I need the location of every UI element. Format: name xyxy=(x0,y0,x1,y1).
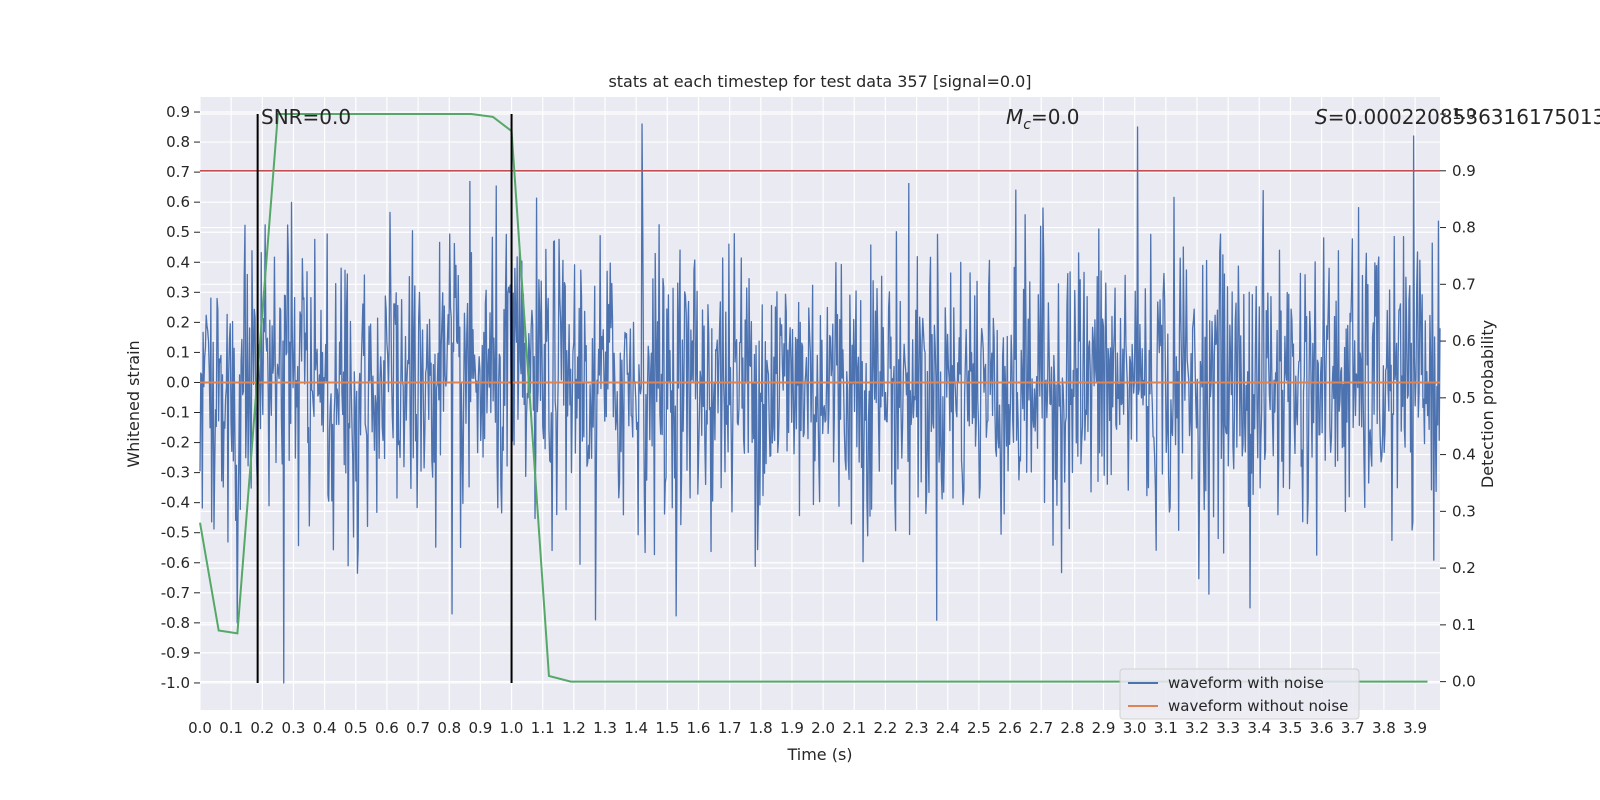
x-tick-label: 3.3 xyxy=(1216,719,1240,737)
x-tick-label: 2.3 xyxy=(905,719,929,737)
mc-value: =0.0 xyxy=(1031,105,1080,129)
y-tick-label: 0.2 xyxy=(166,313,190,331)
y-tick-label: -0.1 xyxy=(161,404,190,422)
y-tick-label: 0.1 xyxy=(166,343,190,361)
x-tick-label: 1.5 xyxy=(655,719,679,737)
legend-label-clean: waveform without noise xyxy=(1168,697,1348,715)
x-tick-label: 1.2 xyxy=(562,719,586,737)
x-tick-label: 0.2 xyxy=(250,719,274,737)
x-tick-label: 2.9 xyxy=(1092,719,1116,737)
x-tick-label: 2.6 xyxy=(998,719,1022,737)
y-tick-label: 0.3 xyxy=(166,283,190,301)
x-tick-label: 3.4 xyxy=(1247,719,1271,737)
y2-tick-label: 1.0 xyxy=(1452,105,1476,123)
x-tick-label: 0.5 xyxy=(344,719,368,737)
mc-subscript: c xyxy=(1023,117,1031,133)
series-waveform-with-noise xyxy=(199,123,1441,684)
x-axis-label: Time (s) xyxy=(786,745,852,764)
legend-label-noise: waveform with noise xyxy=(1168,674,1324,692)
x-axis-ticks: 0.0 0.1 0.2 0.3 0.4 0.5 0.6 0.7 0.8 0.9 1.0 1.1 1.2 1… xyxy=(188,719,1427,737)
x-tick-label: 3.6 xyxy=(1310,719,1334,737)
x-tick-label: 0.8 xyxy=(437,719,461,737)
y2-axis-label: Detection probability xyxy=(1478,320,1497,488)
s-symbol: S xyxy=(1315,105,1328,129)
snr-annotation: SNR=0.0 xyxy=(261,105,351,129)
y-tick-label: -0.7 xyxy=(161,584,190,602)
y-tick-label: 0.0 xyxy=(166,373,190,391)
x-tick-label: 1.8 xyxy=(749,719,773,737)
y2-tick-label: 0.4 xyxy=(1452,446,1476,464)
y2-axis-ticks: 1.0 0.9 0.8 0.7 0.6 0.5 0.4 0.3 0.2 0.1 0.0 xyxy=(1440,105,1476,691)
y2-tick-label: 0.9 xyxy=(1452,162,1476,180)
x-tick-label: 0.7 xyxy=(406,719,430,737)
x-tick-label: 1.0 xyxy=(500,719,524,737)
y-tick-label: -0.5 xyxy=(161,524,190,542)
series-detection-probability xyxy=(199,113,1428,683)
x-tick-label: 2.5 xyxy=(967,719,991,737)
y-tick-label: 0.4 xyxy=(166,253,190,271)
x-tick-label: 3.8 xyxy=(1372,719,1396,737)
x-tick-label: 0.1 xyxy=(219,719,243,737)
y-tick-label: -0.3 xyxy=(161,464,190,482)
x-tick-label: 2.7 xyxy=(1029,719,1053,737)
x-tick-label: 1.1 xyxy=(531,719,555,737)
mc-annotation: Mc=0.0 xyxy=(1006,105,1080,133)
x-tick-label: 3.5 xyxy=(1279,719,1303,737)
x-tick-label: 0.9 xyxy=(468,719,492,737)
y-tick-label: 0.6 xyxy=(166,193,190,211)
y-tick-label: -0.2 xyxy=(161,434,190,452)
x-tick-label: 2.2 xyxy=(873,719,897,737)
y-tick-label: 0.9 xyxy=(166,103,190,121)
y-tick-label: -0.9 xyxy=(161,644,190,662)
y2-tick-label: 0.7 xyxy=(1452,275,1476,293)
plot-area xyxy=(199,113,1441,684)
y2-tick-label: 0.0 xyxy=(1452,673,1476,691)
x-tick-label: 1.9 xyxy=(780,719,804,737)
x-tick-label: 2.4 xyxy=(936,719,960,737)
y-tick-label: -0.6 xyxy=(161,554,190,572)
y-tick-label: 0.7 xyxy=(166,163,190,181)
y-tick-label: -0.8 xyxy=(161,614,190,632)
y-axis-ticks: 0.9 0.8 0.7 0.6 0.5 0.4 0.3 0.2 0.1 0.0 -0.1 -0.2 -0… xyxy=(161,103,200,692)
x-tick-label: 3.0 xyxy=(1123,719,1147,737)
x-tick-label: 3.7 xyxy=(1341,719,1365,737)
y2-tick-label: 0.3 xyxy=(1452,502,1476,520)
s-annotation: S=0.0002208536316175013 xyxy=(1315,105,1600,129)
x-tick-label: 1.3 xyxy=(593,719,617,737)
x-tick-label: 1.4 xyxy=(624,719,648,737)
y-tick-label: -1.0 xyxy=(161,674,190,692)
x-tick-label: 0.4 xyxy=(313,719,337,737)
x-tick-label: 2.0 xyxy=(811,719,835,737)
x-tick-label: 1.6 xyxy=(687,719,711,737)
mc-symbol: M xyxy=(1006,105,1023,129)
y-tick-label: 0.5 xyxy=(166,223,190,241)
y2-tick-label: 0.2 xyxy=(1452,559,1476,577)
legend: waveform with noise waveform without noi… xyxy=(1119,668,1360,720)
x-tick-label: 0.6 xyxy=(375,719,399,737)
y-tick-label: -0.4 xyxy=(161,494,190,512)
y2-tick-label: 0.8 xyxy=(1452,219,1476,237)
y-axis-label: Whitened strain xyxy=(124,340,143,467)
x-tick-label: 0.3 xyxy=(282,719,306,737)
s-value: =0.0002208536316175013 xyxy=(1328,105,1600,129)
y2-tick-label: 0.5 xyxy=(1452,389,1476,407)
chart-title: stats at each timestep for test data 357… xyxy=(608,72,1031,91)
x-tick-label: 3.1 xyxy=(1154,719,1178,737)
x-tick-label: 2.1 xyxy=(842,719,866,737)
legend-box xyxy=(1119,668,1360,720)
x-tick-label: 1.7 xyxy=(718,719,742,737)
x-tick-label: 3.2 xyxy=(1185,719,1209,737)
x-tick-label: 3.9 xyxy=(1403,719,1427,737)
x-tick-label: 2.8 xyxy=(1060,719,1084,737)
y2-tick-label: 0.6 xyxy=(1452,332,1476,350)
y2-tick-label: 0.1 xyxy=(1452,616,1476,634)
x-tick-label: 0.0 xyxy=(188,719,212,737)
y-tick-label: 0.8 xyxy=(166,133,190,151)
